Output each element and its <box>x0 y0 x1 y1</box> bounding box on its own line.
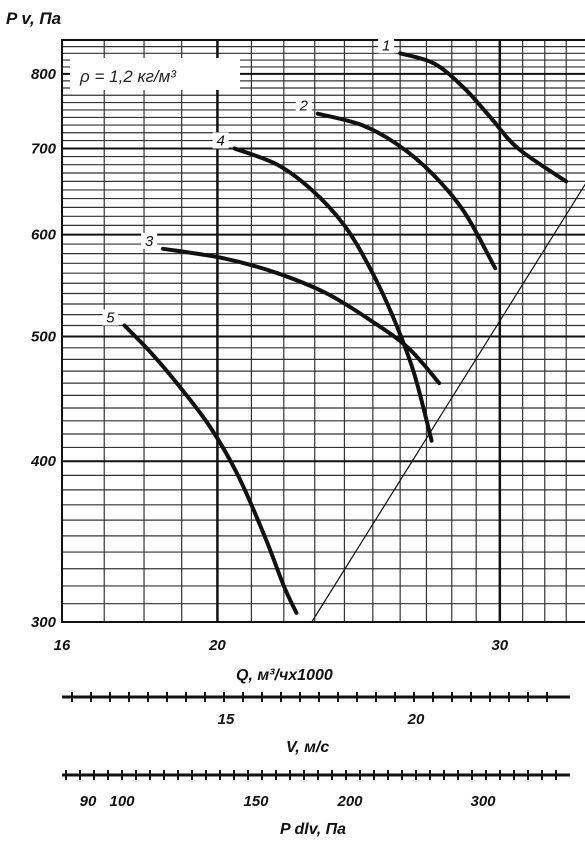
y-tick-label: 400 <box>30 453 57 470</box>
y-ticks: 300 400 500 600 700 800 <box>30 66 57 631</box>
curve-label-4: 4 <box>216 133 224 150</box>
fan-curves <box>122 51 569 615</box>
curve-label-bg <box>378 37 395 54</box>
x-tick-label: 20 <box>208 637 226 654</box>
velocity-axis-label: V, м/с <box>286 739 329 756</box>
dynamic-pressure-tick-label: 300 <box>470 793 496 810</box>
major-grid <box>62 40 585 623</box>
fan-curve-3 <box>161 246 442 386</box>
dynamic-pressure-tick-label: 150 <box>243 793 269 810</box>
y-tick-label: 800 <box>31 66 57 83</box>
velocity-tick-label: 15 <box>218 711 235 728</box>
curve-label-bg <box>295 97 312 114</box>
y-tick-label: 600 <box>31 227 57 244</box>
density-note: ρ = 1,2 кг/м³ <box>79 67 177 86</box>
fan-curve-1 <box>398 51 569 184</box>
system-resistance-line <box>311 183 585 623</box>
curve-label-bg <box>102 309 119 326</box>
y-tick-label: 500 <box>31 329 57 346</box>
curve-label-3: 3 <box>145 233 154 250</box>
dynamic-pressure-tick-label: 100 <box>109 793 135 810</box>
y-tick-label: 700 <box>31 141 57 158</box>
density-note-box <box>70 58 240 90</box>
velocity-axis-ticks: 15 20 <box>71 692 548 728</box>
curve-label-bg <box>141 232 158 249</box>
y-axis-label: P v, Па <box>6 9 61 28</box>
velocity-tick-label: 20 <box>407 711 425 728</box>
x-ticks: 16 20 30 <box>54 637 509 654</box>
y-tick-label: 300 <box>31 614 57 631</box>
system-line <box>311 183 585 623</box>
fan-curve-2 <box>315 111 498 271</box>
minor-grid <box>61 39 585 622</box>
dynamic-pressure-axis-label: P dlv, Па <box>280 821 346 838</box>
dynamic-pressure-axis-ticks: 90 100 150 200 300 <box>65 770 557 810</box>
fan-curve-5 <box>122 323 299 615</box>
curve-label-bg <box>212 132 229 149</box>
curve-labels: 1 2 4 3 5 <box>102 37 395 326</box>
plot-frame <box>61 39 585 623</box>
dynamic-pressure-tick-label: 90 <box>80 793 97 810</box>
curve-label-5: 5 <box>106 309 115 326</box>
x-axis-label: Q, м³/чх1000 <box>236 667 333 684</box>
x-tick-label: 30 <box>491 637 508 654</box>
fan-curve-4 <box>232 146 434 443</box>
x-tick-label: 16 <box>54 637 71 654</box>
curve-label-1: 1 <box>382 37 390 54</box>
curve-label-2: 2 <box>299 98 309 115</box>
dynamic-pressure-tick-label: 200 <box>336 793 363 810</box>
